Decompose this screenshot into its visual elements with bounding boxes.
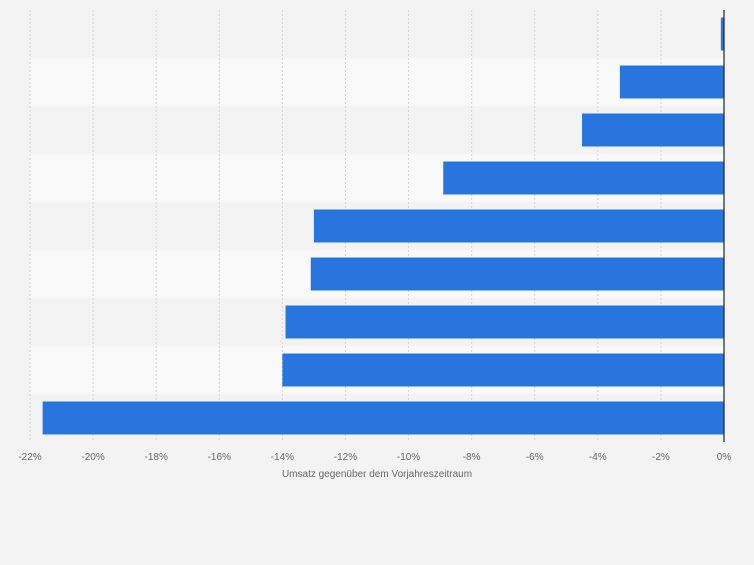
bar bbox=[720, 17, 724, 51]
row-band bbox=[30, 10, 724, 58]
x-tick-label: -20% bbox=[81, 452, 104, 463]
bar bbox=[443, 161, 724, 195]
x-tick-label: 0% bbox=[717, 452, 732, 463]
x-tick-label: -2% bbox=[652, 452, 670, 463]
bar bbox=[313, 209, 724, 243]
bars bbox=[42, 17, 725, 435]
x-tick-label: -12% bbox=[334, 452, 357, 463]
x-tick-label: -6% bbox=[526, 452, 544, 463]
row-band bbox=[30, 58, 724, 106]
x-tick-label: -18% bbox=[145, 452, 168, 463]
bar bbox=[310, 257, 724, 291]
bar bbox=[42, 401, 725, 435]
x-tick-label: -10% bbox=[397, 452, 420, 463]
bar bbox=[282, 353, 724, 387]
bar bbox=[619, 65, 724, 99]
bar bbox=[285, 305, 724, 339]
bar bbox=[582, 113, 724, 147]
x-tick-label: -4% bbox=[589, 452, 607, 463]
x-tick-label: -8% bbox=[463, 452, 481, 463]
x-tick-label: -14% bbox=[271, 452, 294, 463]
x-tick-label: -22% bbox=[18, 452, 41, 463]
x-tick-label: -16% bbox=[208, 452, 231, 463]
x-axis-title: Umsatz gegenüber dem Vorjahreszeitraum bbox=[282, 469, 472, 480]
x-axis-tick-labels: -22% -20% -18% -16% -14% -12% -10% -8% -6% -4% -2%… bbox=[18, 452, 731, 463]
